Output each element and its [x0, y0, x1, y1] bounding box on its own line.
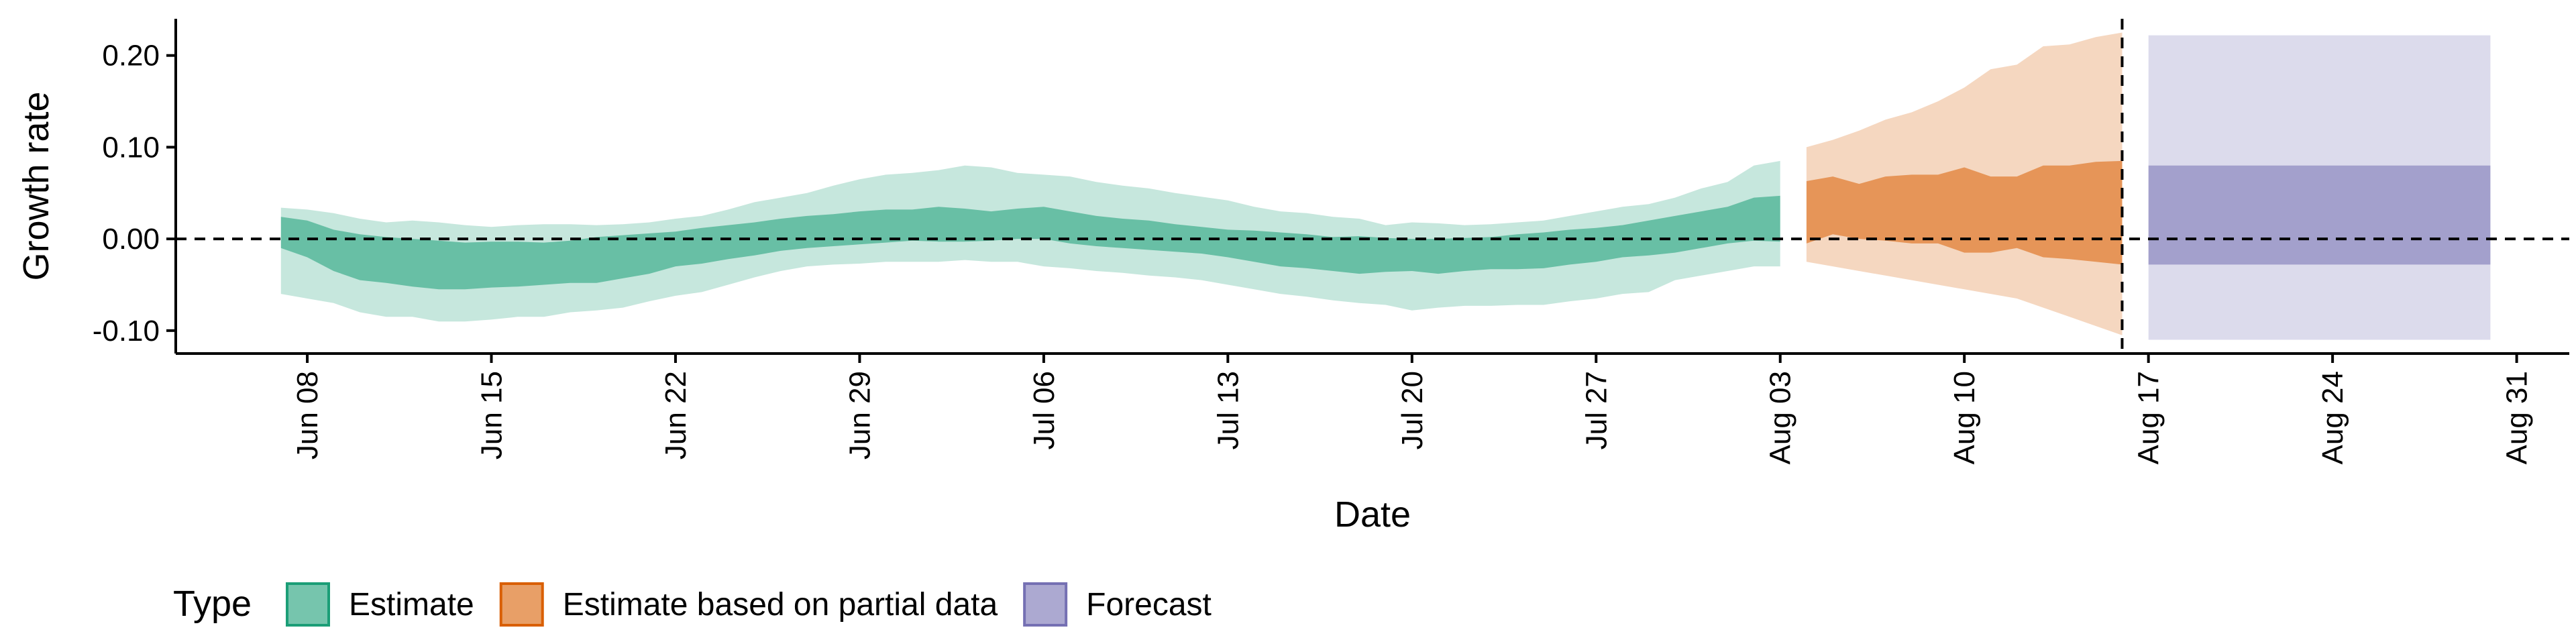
- x-tick-label: Jun 15: [476, 371, 508, 460]
- x-tick-label: Aug 31: [2501, 371, 2534, 464]
- x-tick-label: Aug 03: [1764, 371, 1797, 464]
- x-tick-label: Aug 17: [2133, 371, 2165, 464]
- y-tick-label: 0.10: [102, 131, 160, 164]
- x-ticks: Jun 08 Jun 15 Jun 22 Jun 29 Jul 06 Jul 13 Jul …: [291, 354, 2534, 464]
- x-tick-label: Jul 20: [1396, 371, 1429, 449]
- legend-title: Type: [173, 584, 252, 624]
- ribbon-layer: [280, 32, 2491, 340]
- axes-layer: -0.100.000.100.20 Jun 08 Jun 15 Jun 22 Jun …: [93, 19, 2569, 464]
- legend-key-estimate: [286, 582, 330, 627]
- legend-key-forecast: [1023, 582, 1068, 627]
- x-tick-label: Jun 29: [843, 371, 876, 460]
- x-tick-label: Jul 13: [1212, 371, 1244, 449]
- estimate-90-band: [280, 160, 1780, 322]
- legend-items: Estimate Estimate based on partial data Fo…: [286, 582, 1212, 627]
- x-tick-label: Aug 10: [1948, 371, 1981, 464]
- y-tick-label: -0.10: [93, 315, 160, 347]
- x-tick-label: Aug 24: [2316, 371, 2349, 464]
- legend-label-estimate-based-on-partial-data: Estimate based on partial data: [563, 587, 998, 623]
- reference-lines: [176, 19, 2569, 354]
- estimate-50-band: [280, 195, 1780, 290]
- y-tick-label: 0.20: [102, 40, 160, 72]
- x-tick-label: Jun 08: [291, 371, 324, 460]
- y-tick-label: 0.00: [102, 223, 160, 256]
- x-axis-title: Date: [1334, 494, 1411, 535]
- legend-label-estimate: Estimate: [349, 587, 474, 623]
- y-ticks: -0.10 0.00 0.10 0.20: [93, 40, 176, 347]
- legend: Type Estimate Estimate based on partial d…: [173, 582, 1212, 627]
- y-axis-title: Growth rate: [16, 91, 56, 280]
- x-tick-label: Jul 27: [1580, 371, 1613, 449]
- x-tick-label: Jul 06: [1028, 371, 1061, 449]
- legend-label-forecast: Forecast: [1086, 587, 1212, 623]
- legend-key-estimate-based-on-partial-data: [499, 582, 544, 627]
- forecast-50-band: [2148, 165, 2491, 265]
- x-tick-label: Jun 22: [659, 371, 692, 460]
